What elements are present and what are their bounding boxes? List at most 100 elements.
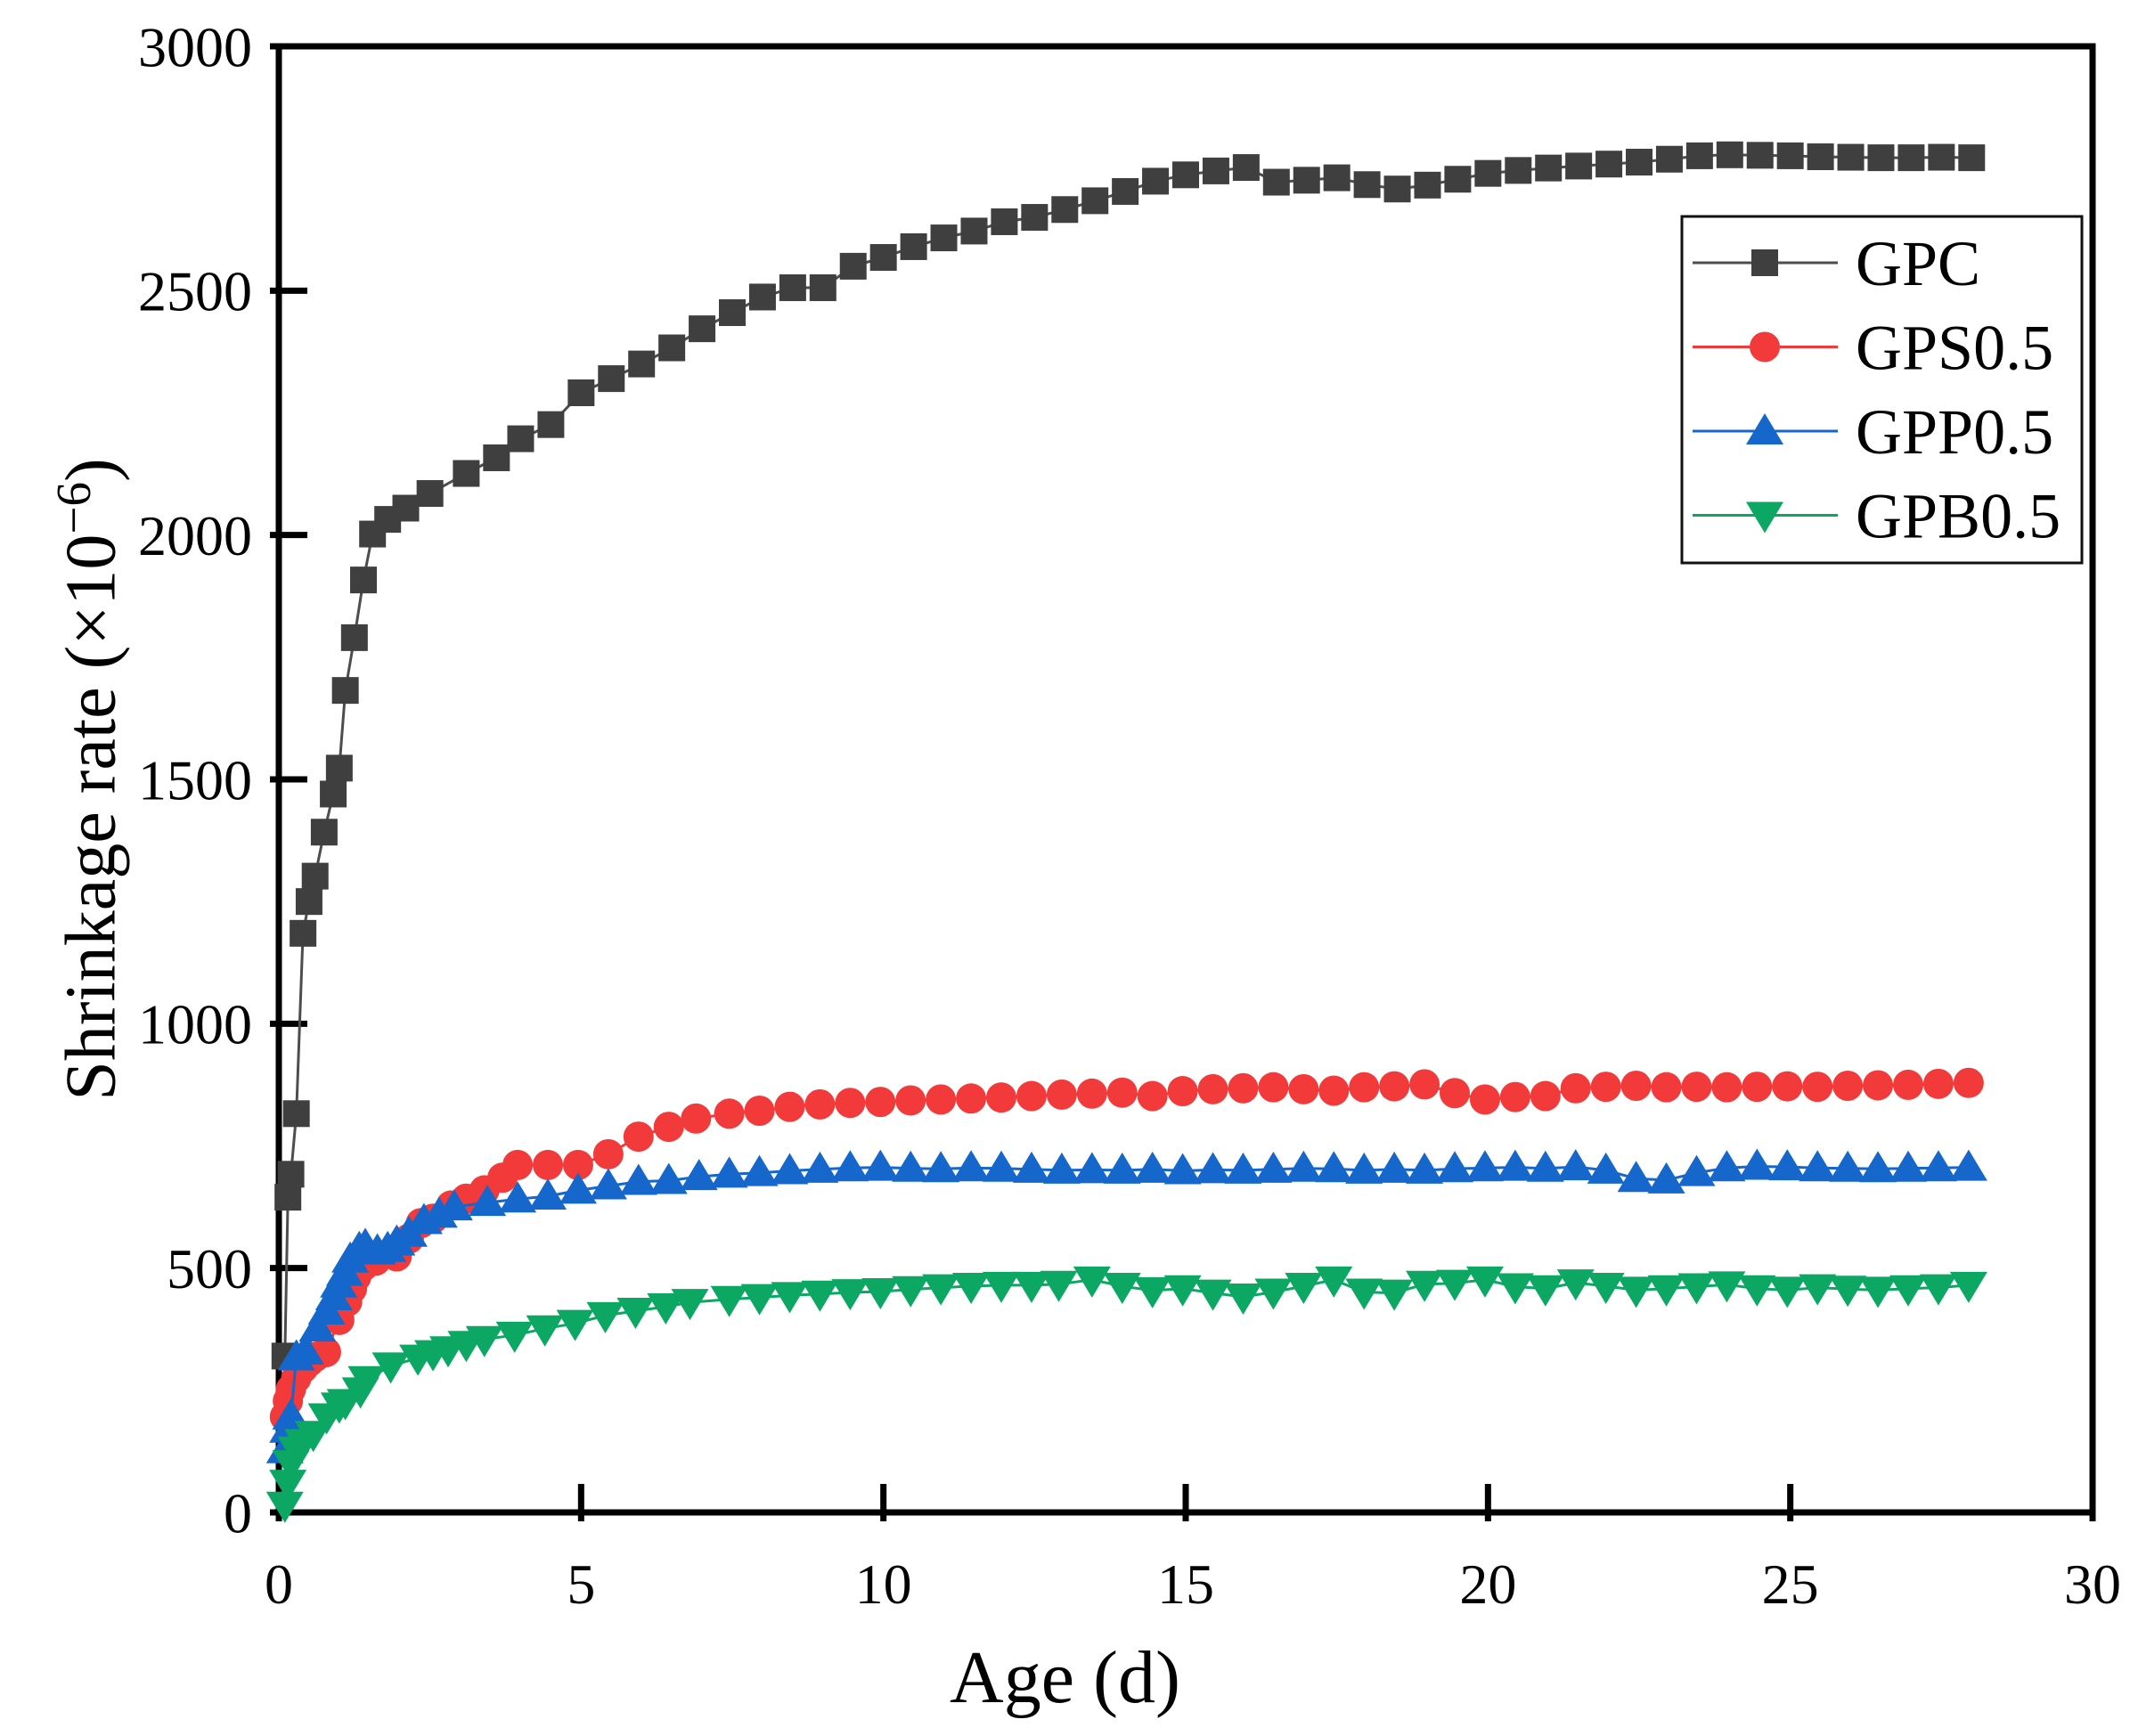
marker-square: [295, 888, 322, 916]
marker-triangle-up: [801, 1151, 839, 1183]
marker-triangle-up: [1465, 1150, 1504, 1182]
x-axis-title: Age (d): [950, 1636, 1180, 1719]
marker-triangle-down: [1194, 1279, 1232, 1311]
marker-square: [1474, 159, 1502, 187]
marker-circle: [1772, 1071, 1803, 1102]
legend-label: GPB0.5: [1856, 481, 2061, 552]
marker-circle: [1076, 1078, 1107, 1109]
marker-circle: [1560, 1072, 1591, 1104]
marker-circle: [835, 1088, 866, 1119]
marker-square: [809, 274, 836, 302]
marker-circle: [1530, 1080, 1561, 1112]
legend-label: GPP0.5: [1856, 396, 2053, 468]
series-line: [283, 1081, 1969, 1417]
marker-circle: [653, 1112, 684, 1143]
marker-circle: [956, 1083, 987, 1114]
legend-item-GPC: GPC: [1693, 228, 1980, 299]
marker-triangle-down: [294, 1421, 332, 1453]
series-GPP0.5: [265, 1148, 1987, 1463]
marker-triangle-up: [1526, 1150, 1564, 1182]
marker-triangle-down: [1254, 1278, 1293, 1310]
marker-triangle-down: [1526, 1275, 1564, 1307]
marker-square: [1353, 171, 1381, 199]
x-tick-label: 30: [2064, 1553, 2121, 1616]
marker-triangle-down: [1465, 1266, 1504, 1298]
marker-triangle-up: [435, 1189, 473, 1221]
marker-square: [1172, 161, 1199, 189]
y-tick-label: 3000: [138, 15, 252, 78]
marker-triangle-up: [1345, 1152, 1383, 1184]
marker-triangle-up: [952, 1150, 991, 1182]
legend-label: GPS0.5: [1856, 313, 2053, 384]
marker-triangle-up: [1919, 1150, 1957, 1182]
marker-square: [350, 566, 378, 594]
marker-triangle-up: [892, 1150, 930, 1182]
marker-triangle-up: [1746, 413, 1783, 444]
marker-square: [1837, 143, 1865, 171]
marker-triangle-down: [495, 1321, 534, 1353]
marker-square: [301, 862, 329, 890]
marker-circle: [1167, 1076, 1198, 1107]
marker-triangle-up: [983, 1150, 1021, 1182]
marker-square: [930, 224, 958, 252]
marker-triangle-up: [499, 1181, 537, 1213]
marker-circle: [1409, 1069, 1440, 1100]
marker-square: [658, 334, 686, 362]
marker-triangle-up: [529, 1178, 567, 1210]
marker-square: [1262, 168, 1290, 196]
marker-square: [1897, 144, 1925, 172]
marker-triangle-down: [771, 1282, 809, 1314]
marker-square: [282, 1100, 310, 1128]
series-line: [283, 1278, 1970, 1506]
marker-triangle-down: [1829, 1276, 1867, 1308]
legend-label: GPC: [1856, 228, 1980, 299]
marker-circle: [774, 1091, 805, 1122]
marker-circle: [562, 1149, 593, 1180]
y-tick-label: 2500: [138, 260, 252, 323]
marker-square: [1021, 204, 1049, 232]
marker-triangle-up: [1436, 1151, 1474, 1183]
legend-item-GPB0.5: GPB0.5: [1693, 481, 2061, 552]
marker-square: [453, 460, 480, 487]
marker-square: [779, 274, 806, 302]
marker-square: [960, 217, 988, 245]
marker-triangle-down: [1746, 501, 1783, 534]
marker-triangle-down: [1436, 1269, 1474, 1301]
marker-square: [1535, 154, 1563, 182]
marker-square: [1565, 152, 1593, 180]
marker-circle: [744, 1095, 775, 1126]
marker-square: [719, 299, 746, 327]
marker-triangle-up: [680, 1159, 718, 1191]
marker-triangle-up: [1285, 1150, 1323, 1182]
marker-triangle-up: [1617, 1161, 1655, 1193]
marker-triangle-up: [1012, 1151, 1050, 1183]
marker-square: [507, 425, 535, 452]
marker-square: [331, 677, 359, 705]
marker-triangle-down: [801, 1280, 839, 1312]
marker-triangle-up: [1799, 1150, 1837, 1182]
marker-circle: [681, 1103, 712, 1134]
marker-circle: [1750, 331, 1780, 363]
marker-triangle-up: [1375, 1151, 1414, 1183]
marker-square: [1716, 141, 1743, 168]
marker-triangle-up: [922, 1151, 960, 1183]
marker-square: [900, 232, 927, 260]
marker-square: [1293, 167, 1320, 194]
marker-triangle-up: [1829, 1150, 1867, 1182]
marker-square: [1751, 249, 1778, 276]
marker-square: [1112, 177, 1139, 205]
marker-square: [869, 244, 897, 272]
marker-triangle-up: [649, 1162, 688, 1194]
y-axis-title-sup: −6: [46, 482, 101, 534]
marker-circle: [1197, 1073, 1228, 1104]
marker-triangle-down: [526, 1315, 564, 1347]
marker-triangle-up: [559, 1172, 597, 1204]
marker-circle: [1953, 1067, 1984, 1098]
x-tick-label: 25: [1762, 1553, 1819, 1616]
marker-triangle-up: [1103, 1152, 1141, 1184]
marker-circle: [1711, 1072, 1742, 1103]
marker-circle: [714, 1098, 745, 1129]
marker-circle: [1893, 1069, 1924, 1100]
marker-circle: [1228, 1072, 1259, 1104]
marker-square: [1867, 144, 1895, 172]
